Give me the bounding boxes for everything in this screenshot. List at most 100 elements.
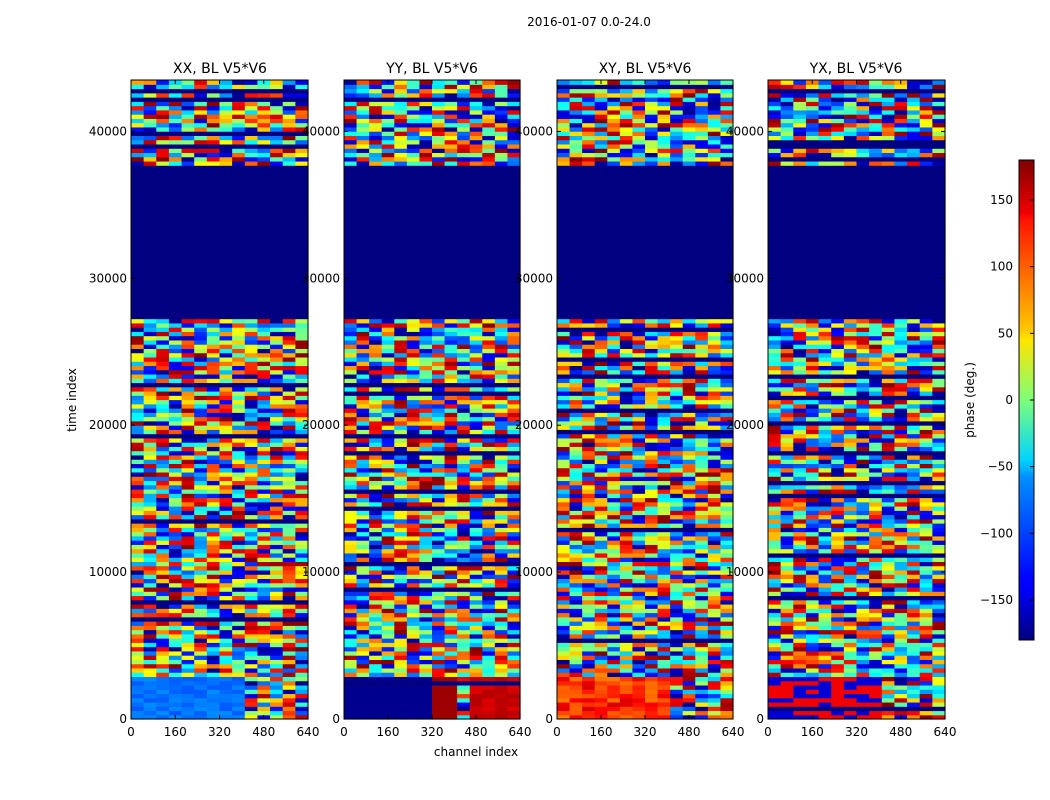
heat-cell — [168, 420, 183, 426]
heat-cell — [168, 395, 183, 401]
heat-cell — [156, 488, 170, 494]
heat-cell — [432, 195, 446, 200]
heat-cell — [344, 241, 358, 247]
heat-cell — [282, 229, 296, 234]
heat-cell — [244, 476, 259, 482]
heat-cell — [257, 680, 271, 686]
heat-cell — [181, 476, 195, 482]
heat-cell — [356, 173, 370, 179]
heat-cell — [143, 693, 157, 699]
heat-cell — [494, 160, 509, 166]
heat-cell — [270, 676, 284, 682]
heat-cell — [419, 195, 433, 200]
heat-cell — [282, 271, 296, 277]
heat-cell — [419, 284, 433, 290]
heat-cell — [507, 446, 521, 452]
heat-cell — [194, 531, 208, 537]
heat-cell — [369, 160, 383, 166]
heat-cell — [619, 612, 634, 618]
heat-cell — [406, 84, 421, 90]
heat-cell — [356, 514, 370, 520]
heat-cell — [469, 514, 483, 520]
heat-cell — [282, 488, 296, 494]
heat-cell — [356, 186, 370, 192]
heat-cell — [494, 523, 509, 528]
heat-cell — [219, 297, 233, 303]
heat-cell — [419, 565, 433, 571]
heat-cell — [232, 186, 246, 192]
heat-cell — [270, 237, 284, 243]
heat-cell — [432, 493, 446, 499]
heat-cell — [168, 105, 183, 111]
heat-cell — [244, 535, 259, 541]
heat-cell — [720, 608, 734, 614]
heat-cell — [494, 663, 509, 669]
heat-cell — [344, 318, 358, 324]
heat-cell — [457, 501, 471, 507]
heat-cell — [344, 689, 358, 695]
heat-cell — [494, 625, 509, 631]
heat-cell — [419, 501, 433, 507]
heat-cell — [143, 271, 157, 277]
heat-cell — [381, 339, 395, 345]
heat-cell — [432, 646, 446, 652]
heat-cell — [369, 314, 383, 320]
heat-cell — [244, 263, 259, 269]
heat-cell — [194, 390, 208, 396]
heat-cell — [457, 689, 471, 695]
heat-cell — [419, 548, 433, 554]
heat-cell — [219, 373, 233, 379]
heat-cell — [270, 663, 284, 669]
heat-cell — [432, 254, 446, 260]
heat-cell — [168, 561, 183, 567]
heat-cell — [569, 595, 583, 601]
heat-cell — [369, 84, 383, 90]
heat-cell — [619, 527, 634, 533]
heat-cell — [695, 523, 709, 528]
heat-cell — [394, 629, 408, 635]
heat-cell — [206, 561, 221, 567]
heat-cell — [156, 544, 170, 550]
heat-cell — [507, 578, 521, 584]
heat-cell — [494, 599, 509, 605]
heat-cell — [406, 493, 421, 499]
heat-cell — [482, 160, 496, 166]
heat-cell — [507, 361, 521, 367]
heat-cell — [432, 241, 446, 247]
heat-cell — [469, 263, 483, 269]
heat-cell — [295, 233, 309, 239]
heat-cell — [369, 527, 383, 533]
heat-cell — [219, 390, 233, 396]
heat-cell — [569, 561, 583, 567]
heat-cell — [356, 318, 370, 324]
heat-cell — [507, 408, 521, 413]
heat-cell — [394, 493, 408, 499]
heat-cell — [295, 395, 309, 401]
heat-cell — [432, 327, 446, 332]
heat-cell — [295, 561, 309, 567]
heat-cell — [356, 574, 370, 580]
heat-cell — [670, 706, 684, 712]
heat-cell — [594, 633, 608, 639]
heat-cell — [469, 693, 483, 699]
heat-cell — [406, 540, 421, 545]
heat-cell — [394, 582, 408, 588]
heat-cell — [419, 399, 433, 405]
heat-cell — [131, 246, 145, 251]
heat-cell — [432, 114, 446, 119]
heat-cell — [482, 233, 496, 239]
heat-cell — [257, 297, 271, 303]
heat-cell — [444, 714, 458, 720]
heat-cell — [394, 680, 408, 686]
heat-cell — [394, 373, 408, 379]
heat-cell — [206, 510, 221, 516]
heat-cell — [569, 514, 583, 520]
heat-cell — [194, 586, 208, 592]
heat-cell — [257, 408, 271, 413]
heat-cell — [632, 697, 646, 703]
heat-cell — [181, 586, 195, 592]
heat-cell — [131, 689, 145, 695]
heat-cell — [344, 182, 358, 188]
heat-cell — [194, 523, 208, 528]
heat-cell — [257, 322, 271, 328]
